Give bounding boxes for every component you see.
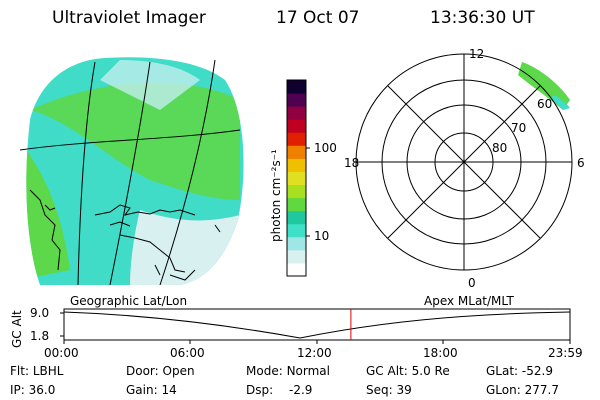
mlat-label-70: 70 <box>511 121 527 135</box>
colorbar-tick-100: 100 <box>314 141 337 155</box>
status-mode: Mode: Normal <box>246 364 330 378</box>
mlt-label-12: 12 <box>469 47 485 61</box>
colorbar-segment <box>287 262 306 277</box>
status-door: Door: Open <box>126 364 195 378</box>
status-ip: IP: 36.0 <box>10 383 56 397</box>
status-gain: Gain: 14 <box>126 383 177 397</box>
x-tick-0600: 06:00 <box>170 346 205 360</box>
colorbar-segment <box>287 132 306 146</box>
mlt-label-6: 6 <box>577 156 585 170</box>
timeline-left-caption: Geographic Lat/Lon <box>70 294 188 308</box>
status-glon: GLon: 277.7 <box>486 383 559 397</box>
observation-time: 13:36:30 UT <box>430 8 535 28</box>
mlat-label-60: 60 <box>537 97 553 111</box>
colorbar-segment <box>287 158 306 172</box>
colorbar-segment <box>287 197 306 212</box>
colorbar-unit-label: photon cm⁻²s⁻¹ <box>269 149 283 242</box>
polar-mlat-mlt-plot <box>355 53 573 271</box>
earth-image <box>19 57 244 286</box>
altitude-timeline <box>60 308 571 341</box>
y-tick-1-8: 1.8 <box>30 329 50 343</box>
status-dsp: Dsp: -2.9 <box>246 383 313 397</box>
colorbar-segment <box>287 145 306 159</box>
colorbar-segment <box>287 223 306 238</box>
timeline-y-axis-label: GC Alt <box>10 310 24 348</box>
x-tick-0000: 00:00 <box>44 346 79 360</box>
observation-date: 17 Oct 07 <box>276 8 360 28</box>
x-tick-1800: 18:00 <box>423 346 458 360</box>
colorbar-segment <box>287 80 306 94</box>
colorbar-segment <box>287 93 306 107</box>
colorbar-segment <box>287 106 306 120</box>
colorbar-tick-10: 10 <box>314 229 330 243</box>
colorbar-segment <box>287 210 306 225</box>
colorbar-segment <box>287 236 306 251</box>
colorbar-segment <box>287 171 306 186</box>
mlt-label-18: 18 <box>344 156 360 170</box>
colorbar-segment <box>287 249 306 264</box>
status-gc-alt: GC Alt: 5.0 Re <box>366 364 450 378</box>
status-flt: Flt: LBHL <box>10 364 64 378</box>
mlt-label-0: 0 <box>468 276 476 290</box>
colorbar-segment <box>287 184 306 199</box>
color-scale-bar <box>287 80 306 277</box>
timeline-right-caption: Apex MLat/MLT <box>424 294 514 308</box>
x-tick-2359: 23:59 <box>548 346 583 360</box>
mlat-label-80: 80 <box>492 141 508 155</box>
status-seq: Seq: 39 <box>366 383 412 397</box>
y-tick-9: 9.0 <box>30 306 50 320</box>
instrument-title: Ultraviolet Imager <box>52 8 206 28</box>
colorbar-segment <box>287 119 306 133</box>
status-glat: GLat: -52.9 <box>486 364 553 378</box>
x-tick-1200: 12:00 <box>297 346 332 360</box>
